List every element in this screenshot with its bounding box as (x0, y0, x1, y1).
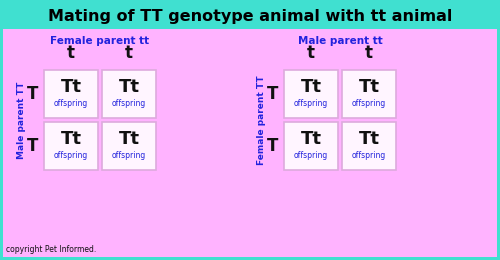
Bar (284, 70, 338, 118)
Text: Tt: Tt (118, 78, 140, 96)
Text: Tt: Tt (60, 78, 82, 96)
Text: offspring: offspring (54, 99, 88, 107)
Text: offspring: offspring (352, 151, 386, 159)
Bar (102, 122, 156, 170)
Text: T: T (26, 85, 38, 103)
Text: Tt: Tt (358, 78, 380, 96)
Text: offspring: offspring (54, 151, 88, 159)
Text: Male parent tt: Male parent tt (298, 36, 382, 46)
Text: Tt: Tt (358, 130, 380, 148)
Text: offspring: offspring (112, 99, 146, 107)
Text: t: t (67, 44, 75, 62)
Bar (342, 122, 396, 170)
Bar (44, 122, 98, 170)
Bar (102, 70, 156, 118)
Text: Female parent TT: Female parent TT (258, 75, 266, 165)
Text: Tt: Tt (60, 130, 82, 148)
Text: offspring: offspring (294, 99, 328, 107)
Text: Tt: Tt (300, 130, 322, 148)
Text: offspring: offspring (352, 99, 386, 107)
Bar (44, 70, 98, 118)
Bar (284, 122, 338, 170)
Text: T: T (266, 137, 278, 155)
Text: t: t (365, 44, 373, 62)
Text: Female parent tt: Female parent tt (50, 36, 150, 46)
Text: offspring: offspring (294, 151, 328, 159)
Text: T: T (266, 85, 278, 103)
Bar (342, 70, 396, 118)
Text: Male parent TT: Male parent TT (18, 81, 26, 159)
Text: t: t (125, 44, 133, 62)
Text: Tt: Tt (118, 130, 140, 148)
Text: T: T (26, 137, 38, 155)
Text: t: t (307, 44, 315, 62)
Text: copyright Pet Informed.: copyright Pet Informed. (6, 245, 96, 254)
Text: Mating of TT genotype animal with tt animal: Mating of TT genotype animal with tt ani… (48, 9, 452, 23)
Bar (3, 3, 497, 29)
Text: Tt: Tt (300, 78, 322, 96)
Text: offspring: offspring (112, 151, 146, 159)
